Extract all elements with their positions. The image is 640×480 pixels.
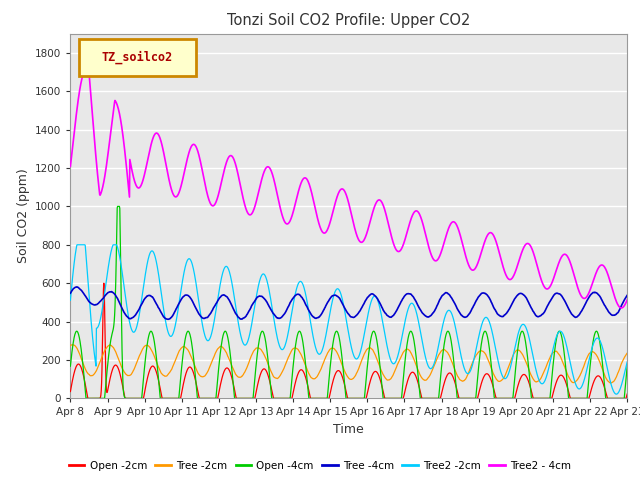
Tree2 -2cm: [73, 242, 81, 248]
Tree -2cm: [69, 342, 77, 348]
Tree -2cm: [315, 371, 323, 377]
Tree -2cm: [303, 366, 311, 372]
Open -2cm: [315, 396, 323, 401]
Tree -2cm: [607, 380, 614, 386]
Tree -2cm: [623, 350, 631, 356]
Tree -4cm: [73, 284, 81, 290]
Text: TZ_soilco2: TZ_soilco2: [102, 50, 173, 64]
Open -4cm: [325, 377, 333, 383]
Legend: Open -2cm, Tree -2cm, Open -4cm, Tree -4cm, Tree2 -2cm, Tree2 - 4cm: Open -2cm, Tree -2cm, Open -4cm, Tree -4…: [65, 456, 575, 475]
Tree2 -2cm: [612, 391, 620, 397]
Open -2cm: [303, 381, 311, 387]
Line: Tree -4cm: Tree -4cm: [70, 287, 627, 319]
Line: Tree -2cm: Tree -2cm: [70, 345, 627, 383]
Open -2cm: [325, 396, 333, 401]
FancyBboxPatch shape: [79, 39, 196, 75]
Line: Open -4cm: Open -4cm: [70, 206, 627, 398]
X-axis label: Time: Time: [333, 423, 364, 436]
Tree2 - 4cm: [384, 218, 392, 224]
Line: Tree2 -2cm: Tree2 -2cm: [70, 245, 627, 394]
Open -2cm: [67, 389, 74, 395]
Tree -4cm: [623, 292, 631, 298]
Tree2 -2cm: [110, 242, 118, 248]
Tree -4cm: [325, 298, 333, 303]
Open -2cm: [384, 396, 392, 401]
Tree2 - 4cm: [83, 66, 91, 72]
Tree -2cm: [132, 360, 140, 366]
Open -2cm: [158, 396, 166, 401]
Tree -4cm: [110, 290, 118, 296]
Open -4cm: [623, 363, 631, 369]
Tree2 -2cm: [384, 346, 392, 351]
Line: Open -2cm: Open -2cm: [70, 283, 627, 398]
Tree2 - 4cm: [303, 177, 311, 182]
Tree -4cm: [384, 313, 392, 319]
Tree2 - 4cm: [132, 183, 140, 189]
Tree2 -2cm: [324, 318, 332, 324]
Open -4cm: [315, 396, 323, 401]
Open -4cm: [132, 396, 140, 401]
Tree2 -2cm: [132, 324, 140, 330]
Open -2cm: [623, 391, 631, 397]
Tree2 - 4cm: [110, 104, 118, 110]
Tree -4cm: [164, 316, 172, 322]
Tree -4cm: [67, 290, 74, 296]
Tree -4cm: [315, 314, 323, 320]
Tree2 - 4cm: [618, 305, 625, 311]
Open -2cm: [110, 364, 118, 370]
Tree -2cm: [324, 348, 332, 354]
Open -4cm: [109, 325, 117, 331]
Tree2 - 4cm: [315, 219, 323, 225]
Y-axis label: Soil CO2 (ppm): Soil CO2 (ppm): [17, 168, 29, 264]
Tree2 -2cm: [623, 359, 631, 365]
Tree2 -2cm: [303, 299, 311, 304]
Open -4cm: [303, 380, 311, 386]
Tree -2cm: [384, 377, 392, 383]
Tree2 - 4cm: [623, 297, 631, 303]
Open -4cm: [193, 396, 201, 401]
Tree2 - 4cm: [67, 164, 74, 169]
Open -4cm: [67, 363, 74, 369]
Tree2 -2cm: [67, 298, 74, 303]
Open -4cm: [384, 396, 392, 401]
Line: Tree2 - 4cm: Tree2 - 4cm: [70, 69, 627, 308]
Open -2cm: [132, 396, 140, 401]
Tree -2cm: [110, 346, 118, 351]
Open -2cm: [100, 280, 108, 286]
Open -4cm: [114, 204, 122, 209]
Tree -4cm: [303, 305, 311, 311]
Title: Tonzi Soil CO2 Profile: Upper CO2: Tonzi Soil CO2 Profile: Upper CO2: [227, 13, 470, 28]
Tree2 - 4cm: [324, 224, 332, 230]
Tree -4cm: [132, 311, 140, 316]
Tree -2cm: [67, 343, 74, 348]
Tree2 -2cm: [315, 351, 323, 357]
